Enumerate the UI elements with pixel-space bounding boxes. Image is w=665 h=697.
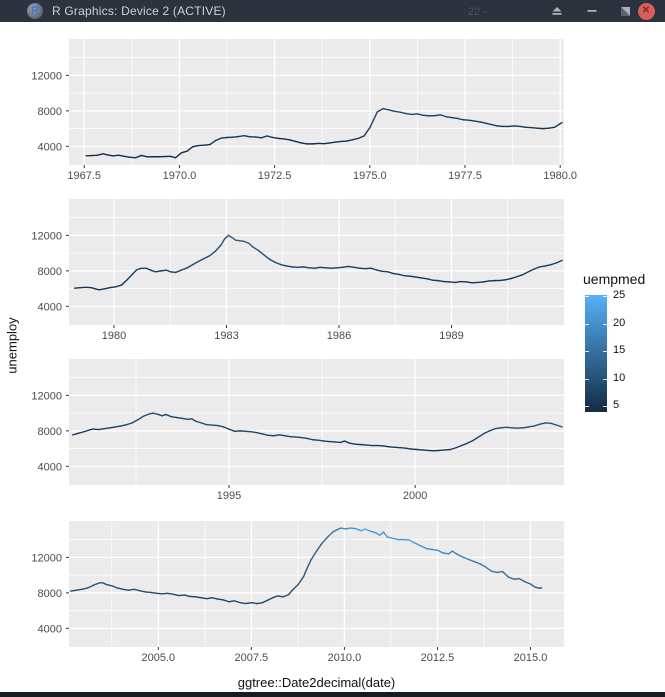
legend-tick-mark [585, 324, 589, 325]
restore-icon [620, 6, 630, 16]
x-tick-label: 1989 [439, 330, 463, 342]
y-tick-label: 12000 [31, 390, 62, 402]
series-line [73, 234, 563, 291]
x-tick-label: 1975.0 [353, 170, 387, 182]
close-icon: ✕ [637, 2, 655, 20]
x-tick-label: 2010.0 [328, 652, 362, 664]
y-tick-label: 8000 [38, 266, 62, 278]
plot-canvas: 1967.5 1970.0 1972.5 1975.0 1977.5 1980.0 4000… [31, 39, 577, 664]
legend-tick-mark [603, 324, 607, 325]
x-tick-label: 1970.0 [163, 170, 197, 182]
x-tick-label: 1986 [327, 330, 351, 342]
legend-tick-mark [603, 379, 607, 380]
y-tick-label: 8000 [38, 426, 62, 438]
facet-panel-4: 2005.0 2007.5 2010.0 2012.5 2015.0 4000 8000 12… [31, 521, 564, 664]
legend-colorbar [585, 295, 607, 412]
series-line [70, 527, 543, 605]
legend-tick-mark [585, 406, 589, 407]
x-tick-label: 1980 [102, 330, 126, 342]
x-tick-label: 1967.5 [67, 170, 101, 182]
window-title: R Graphics: Device 2 (ACTIVE) [52, 4, 226, 18]
x-tick-label: 1995 [217, 490, 241, 502]
workspace-indicator: 22 - [468, 6, 487, 18]
y-tick-label: 4000 [38, 301, 62, 313]
restore-button[interactable] [616, 3, 634, 19]
minimize-button[interactable] [583, 3, 601, 19]
bottom-edge-bar [0, 692, 665, 697]
legend-tick-label: 20 [613, 316, 626, 329]
y-axis-title: unemploy [4, 317, 20, 374]
legend-tick-mark [585, 296, 589, 297]
legend-tick-mark [603, 351, 607, 352]
x-tick-label: 2007.5 [235, 652, 269, 664]
legend-tick-mark [603, 406, 607, 407]
x-tick-label: 1980.0 [543, 170, 577, 182]
eject-icon [552, 7, 562, 15]
x-tick-label: 1972.5 [258, 170, 292, 182]
y-tick-label: 4000 [38, 461, 62, 473]
y-tick-label: 12000 [31, 552, 62, 564]
x-tick-label: 1983 [214, 330, 238, 342]
series-line [72, 412, 563, 452]
float-button[interactable] [548, 3, 566, 19]
legend-tick-label: 15 [613, 344, 626, 357]
y-tick-label: 4000 [38, 623, 62, 635]
y-tick-label: 8000 [38, 588, 62, 600]
y-tick-label: 12000 [31, 230, 62, 242]
title-bar[interactable]: R R Graphics: Device 2 (ACTIVE) 22 - ✕ [0, 0, 665, 22]
x-tick-label: 2005.0 [141, 652, 175, 664]
minimize-icon [587, 10, 597, 12]
legend-tick-label: 5 [613, 399, 620, 412]
r-logo-icon: R [27, 3, 43, 19]
legend-title: uempmed [583, 271, 646, 287]
x-tick-label: 2015.0 [514, 652, 548, 664]
x-axis-title: ggtree::Date2decimal(date) [237, 675, 396, 690]
close-button[interactable]: ✕ [637, 2, 655, 20]
facet-panel-1: 1967.5 1970.0 1972.5 1975.0 1977.5 1980.0 4000… [31, 39, 577, 182]
legend-tick-mark [585, 379, 589, 380]
legend-tick-mark [585, 351, 589, 352]
series-line [85, 107, 563, 159]
y-tick-label: 8000 [38, 106, 62, 118]
legend-tick-label: 25 [613, 289, 626, 302]
x-tick-label: 1977.5 [448, 170, 482, 182]
facet-panel-2: 1980 1983 1986 1989 4000 8000 12000 [31, 199, 564, 342]
facet-panel-3: 1995 2000 4000 8000 12000 [31, 359, 564, 502]
y-tick-label: 12000 [31, 70, 62, 82]
legend-tick-mark [603, 296, 607, 297]
legend-tick-label: 10 [613, 371, 626, 384]
x-tick-label: 2000 [403, 490, 427, 502]
y-tick-label: 4000 [38, 141, 62, 153]
x-tick-label: 2012.5 [421, 652, 455, 664]
